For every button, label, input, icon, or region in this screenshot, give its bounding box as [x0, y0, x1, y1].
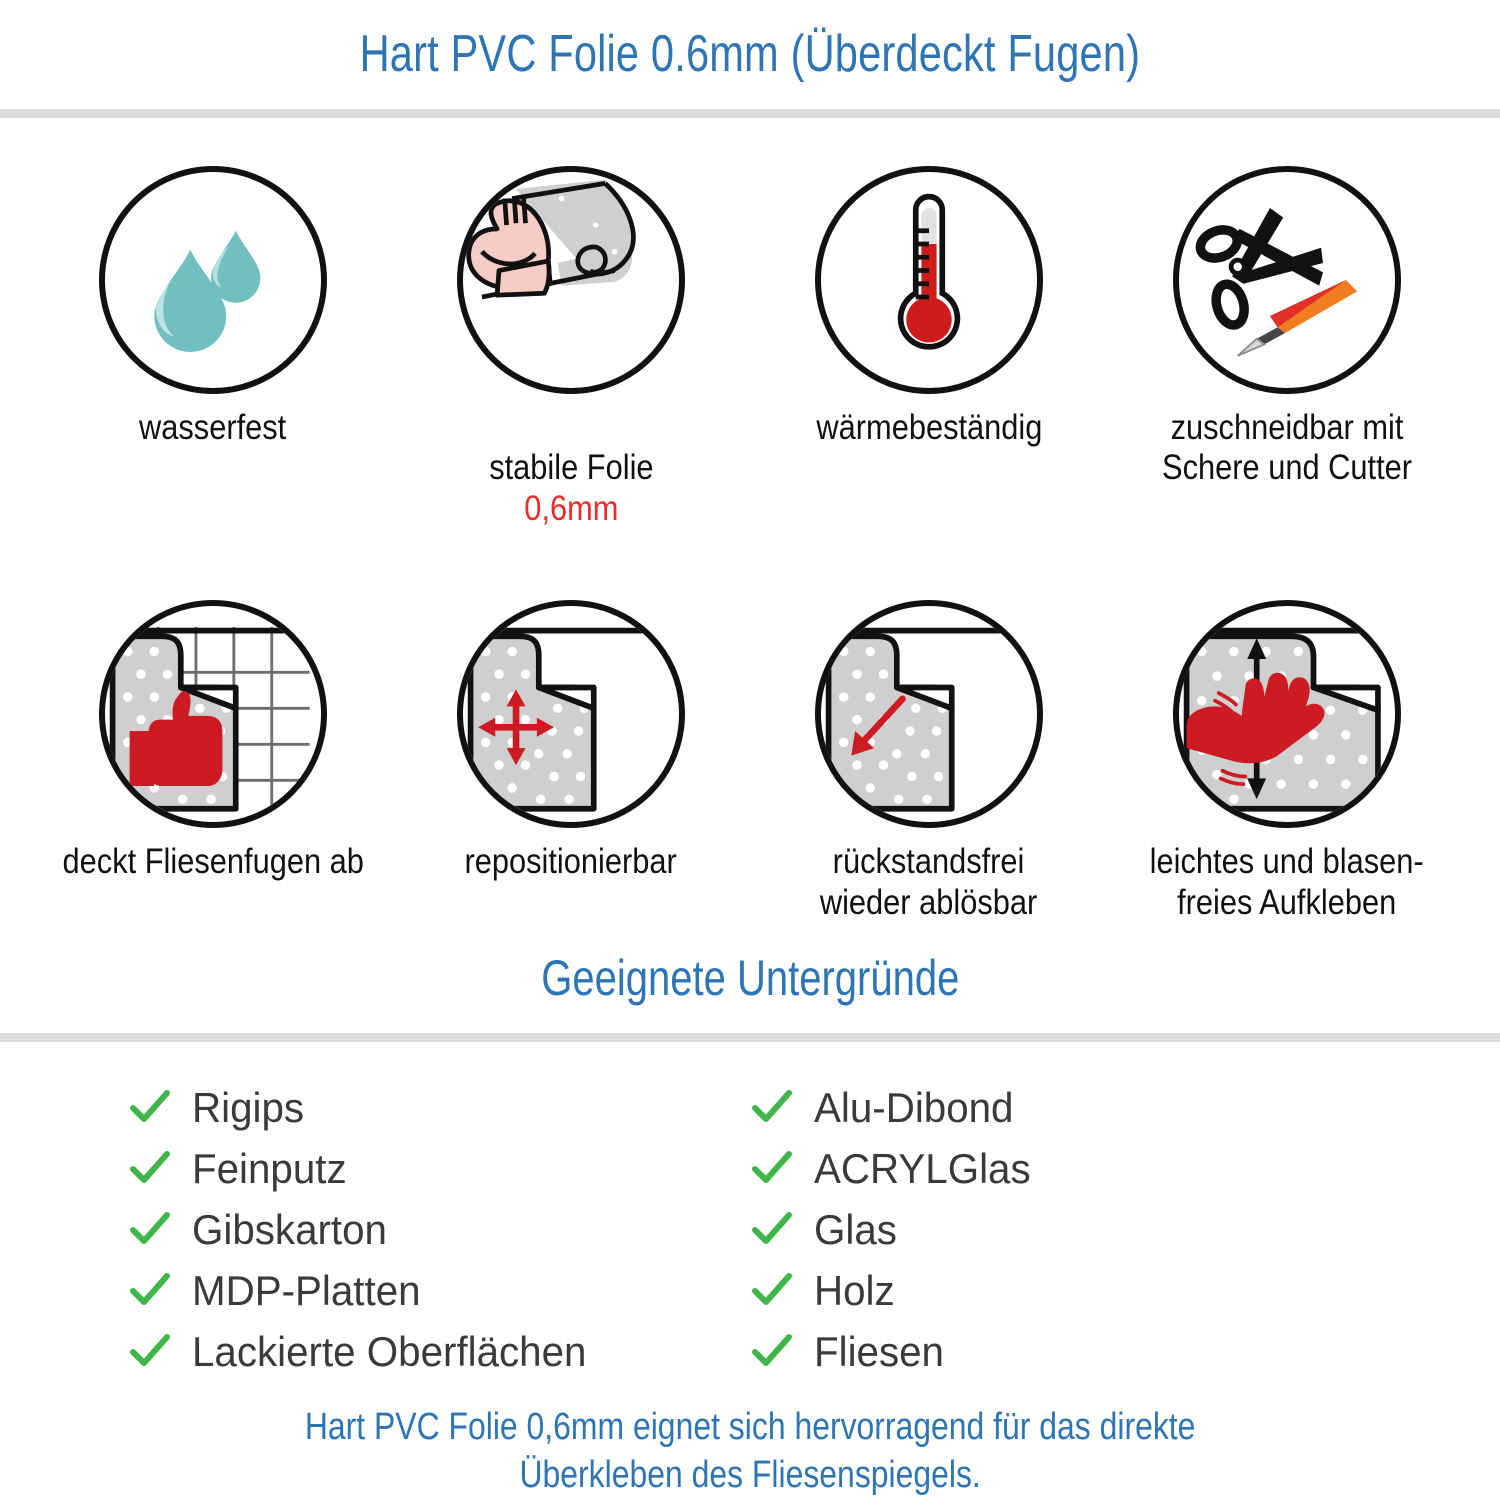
list-item: Holz — [750, 1263, 1500, 1320]
list-item-label: Feinputz — [192, 1145, 347, 1193]
substrate-lists: Rigips Feinputz Gibskarton MDP-Platten L… — [0, 1042, 1500, 1381]
check-icon — [130, 1334, 170, 1367]
list-item-label: Gibskarton — [192, 1206, 387, 1254]
section-heading-wrap: Geeignete Untergründe — [0, 923, 1500, 1033]
feature-item-zuschneidbar: zuschneidbar mit Schere und Cutter — [1108, 165, 1466, 570]
list-item: Rigips — [128, 1080, 750, 1137]
check-icon — [130, 1212, 170, 1245]
feature-label: leichtes und blasen- freies Aufkleben — [1150, 842, 1424, 922]
check-icon — [130, 1090, 170, 1123]
flexed-arm-icon — [457, 165, 685, 394]
substrate-column-right: Alu-Dibond ACRYLGlas Glas Holz Fliesen — [750, 1080, 1500, 1381]
list-item: Gibskarton — [128, 1202, 750, 1259]
divider-middle — [0, 1032, 1500, 1042]
smoothing-hand-icon — [1173, 600, 1401, 829]
feature-item-stabile-folie: stabile Folie 0,6mm — [392, 165, 750, 570]
feature-label: wasserfest — [139, 407, 287, 447]
feature-label: rückstandsfrei wieder ablösbar — [820, 842, 1038, 922]
list-item: Lackierte Oberflächen — [128, 1324, 750, 1381]
thumbs-up-tiles-icon — [99, 600, 327, 829]
list-item-label: MDP-Platten — [192, 1267, 421, 1315]
water-drops-icon — [99, 165, 327, 394]
page-title: Hart PVC Folie 0.6mm (Überdeckt Fugen) — [359, 25, 1141, 84]
list-item-label: Fliesen — [814, 1328, 944, 1376]
list-item: ACRYLGlas — [750, 1141, 1500, 1198]
feature-item-waermebestaendig: wärmebeständig — [750, 165, 1108, 570]
header: Hart PVC Folie 0.6mm (Überdeckt Fugen) — [0, 0, 1500, 109]
check-icon — [130, 1273, 170, 1306]
list-item: MDP-Platten — [128, 1263, 750, 1320]
list-item-label: Alu-Dibond — [814, 1084, 1014, 1132]
scissors-cutter-icon — [1173, 165, 1401, 394]
footer: Hart PVC Folie 0,6mm eignet sich hervorr… — [0, 1381, 1500, 1500]
list-item: Glas — [750, 1202, 1500, 1259]
list-item-label: Lackierte Oberflächen — [192, 1328, 587, 1376]
feature-grid: wasserfest — [0, 118, 1500, 924]
feature-item-deckt-fliesenfugen: deckt Fliesenfugen ab — [34, 600, 392, 923]
feature-label-text: stabile Folie — [488, 448, 654, 488]
list-item: Alu-Dibond — [750, 1080, 1500, 1137]
footer-text: Hart PVC Folie 0,6mm eignet sich hervorr… — [304, 1405, 1196, 1497]
feature-item-repositionierbar: repositionierbar — [392, 600, 750, 923]
list-item: Fliesen — [750, 1324, 1500, 1381]
feature-label: zuschneidbar mit Schere und Cutter — [1162, 407, 1412, 488]
feature-item-wasserfest: wasserfest — [34, 165, 392, 570]
list-item-label: Glas — [814, 1206, 897, 1254]
section-heading: Geeignete Untergründe — [540, 949, 960, 1006]
move-arrows-icon — [457, 600, 685, 829]
thermometer-icon — [815, 165, 1043, 394]
feature-sublabel: 0,6mm — [523, 488, 619, 528]
check-icon — [752, 1090, 792, 1123]
check-icon — [752, 1151, 792, 1184]
list-item: Feinputz — [128, 1141, 750, 1198]
list-item-label: Rigips — [192, 1084, 305, 1132]
peel-arrow-icon — [815, 600, 1043, 829]
feature-label: stabile Folie 0,6mm — [489, 408, 653, 570]
feature-item-rueckstandsfrei: rückstandsfrei wieder ablösbar — [750, 600, 1108, 923]
divider-top — [0, 108, 1500, 118]
feature-label: wärmebeständig — [816, 407, 1042, 447]
check-icon — [752, 1212, 792, 1245]
feature-label: deckt Fliesenfugen ab — [62, 842, 364, 882]
check-icon — [752, 1273, 792, 1306]
feature-item-aufkleben: leichtes und blasen- freies Aufkleben — [1108, 600, 1466, 923]
check-icon — [130, 1151, 170, 1184]
substrate-column-left: Rigips Feinputz Gibskarton MDP-Platten L… — [0, 1080, 750, 1381]
list-item-label: ACRYLGlas — [814, 1145, 1031, 1193]
feature-label: repositionierbar — [464, 842, 678, 882]
check-icon — [752, 1334, 792, 1367]
list-item-label: Holz — [814, 1267, 895, 1315]
